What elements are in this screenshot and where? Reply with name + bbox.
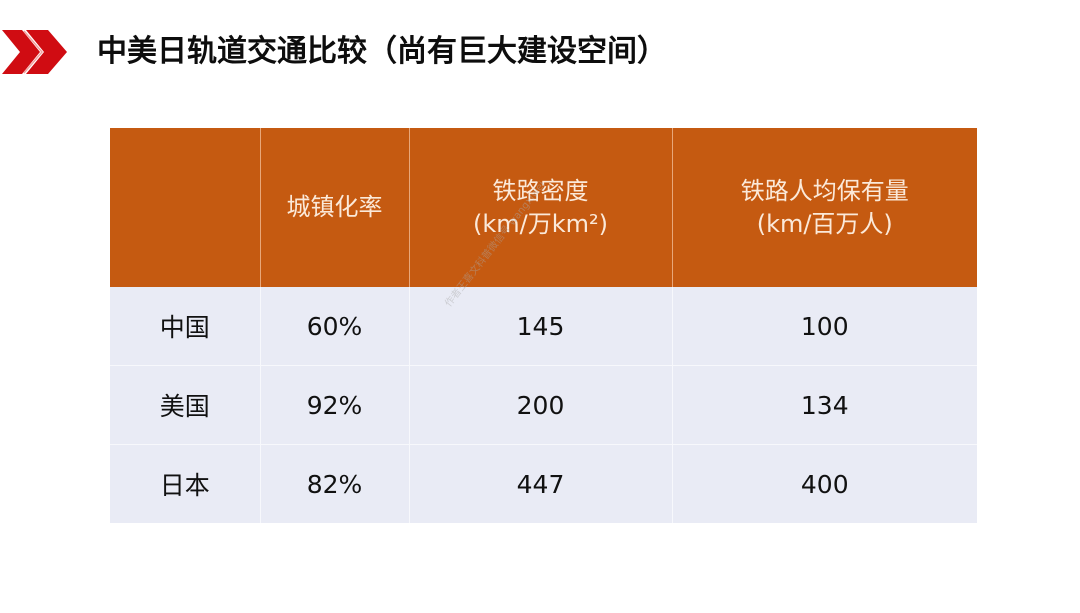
rail-density-cell: 200 <box>408 365 672 445</box>
double-chevron-right-icon <box>2 30 67 74</box>
country-cell: 中国 <box>110 287 260 366</box>
table-row: 美国 92% 200 134 <box>110 365 977 445</box>
page-title: 中美日轨道交通比较（尚有巨大建设空间） <box>97 34 667 69</box>
rail-density-cell: 145 <box>408 287 672 366</box>
table-row: 中国 60% 145 100 <box>110 287 977 366</box>
urbanization-cell: 82% <box>259 444 409 523</box>
table-row: 日本 82% 447 400 <box>110 444 977 523</box>
rail-density-cell: 447 <box>408 444 672 523</box>
urbanization-cell: 60% <box>259 287 409 366</box>
header-label: 铁路人均保有量 <box>740 176 909 205</box>
rail-per-capita-cell: 100 <box>671 287 977 366</box>
header-rail-per-capita: 铁路人均保有量 (km/百万人) <box>671 128 977 287</box>
rail-comparison-table: 城镇化率 铁路密度 (km/万km²) 铁路人均保有量 (km/百万人) 中国 … <box>110 128 977 523</box>
header-unit: (km/万km²) <box>473 209 608 238</box>
country-cell: 美国 <box>110 365 260 445</box>
header-urbanization: 城镇化率 <box>259 128 409 287</box>
table-header-row: 城镇化率 铁路密度 (km/万km²) 铁路人均保有量 (km/百万人) <box>110 128 977 287</box>
header-corner-cell <box>110 128 260 287</box>
header-unit: (km/百万人) <box>756 209 893 238</box>
header-label: 铁路密度 <box>492 176 589 205</box>
urbanization-cell: 92% <box>259 365 409 445</box>
header-label: 城镇化率 <box>286 193 383 221</box>
rail-per-capita-cell: 400 <box>671 444 977 523</box>
header-rail-density: 铁路密度 (km/万km²) <box>408 128 672 287</box>
country-cell: 日本 <box>110 444 260 523</box>
rail-per-capita-cell: 134 <box>671 365 977 445</box>
